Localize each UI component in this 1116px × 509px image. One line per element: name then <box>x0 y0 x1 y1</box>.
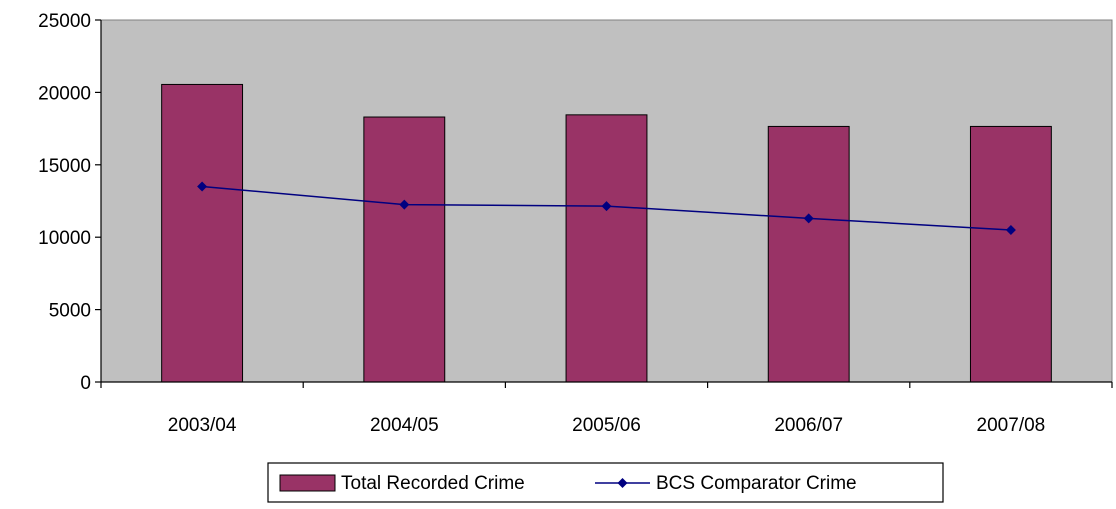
line-point-2004-05 <box>399 199 410 210</box>
bar-2003-04 <box>161 83 244 383</box>
line-point-2006-07 <box>803 213 814 224</box>
x-tick-label: 2003/04 <box>168 415 237 436</box>
bars-group <box>161 83 1052 383</box>
y-tick-label: 15000 <box>38 156 91 177</box>
bar-2004-05 <box>363 116 446 383</box>
y-tick-label: 25000 <box>38 11 91 32</box>
x-tick-label: 2004/05 <box>370 415 439 436</box>
x-axis: 2003/04 2004/05 2005/06 2006/07 2007/08 <box>100 381 1113 436</box>
bar-2005-06 <box>565 114 648 383</box>
legend-line-marker <box>617 478 628 488</box>
y-tick-label: 20000 <box>38 83 91 104</box>
line-group <box>197 181 1016 235</box>
x-tick-label: 2007/08 <box>977 415 1046 436</box>
y-tick-label: 5000 <box>49 301 91 322</box>
legend-bar-swatch <box>279 474 336 492</box>
legend-label-bcs-comparator-crime: BCS Comparator Crime <box>656 473 857 494</box>
x-tick-label: 2005/06 <box>572 415 641 436</box>
line-point-2003-04 <box>197 181 208 192</box>
x-tick-label: 2006/07 <box>774 415 843 436</box>
line-point-2007-08 <box>1005 224 1016 235</box>
y-tick-label: 0 <box>80 373 91 394</box>
legend: Total Recorded Crime BCS Comparator Crim… <box>267 462 944 503</box>
bar-2007-08 <box>969 125 1052 383</box>
line-point-2005-06 <box>601 201 612 212</box>
y-tick-label: 10000 <box>38 228 91 249</box>
y-axis: 0 5000 10000 15000 20000 25000 <box>38 11 102 394</box>
bar-2006-07 <box>767 125 850 383</box>
legend-label-total-recorded-crime: Total Recorded Crime <box>341 473 525 494</box>
